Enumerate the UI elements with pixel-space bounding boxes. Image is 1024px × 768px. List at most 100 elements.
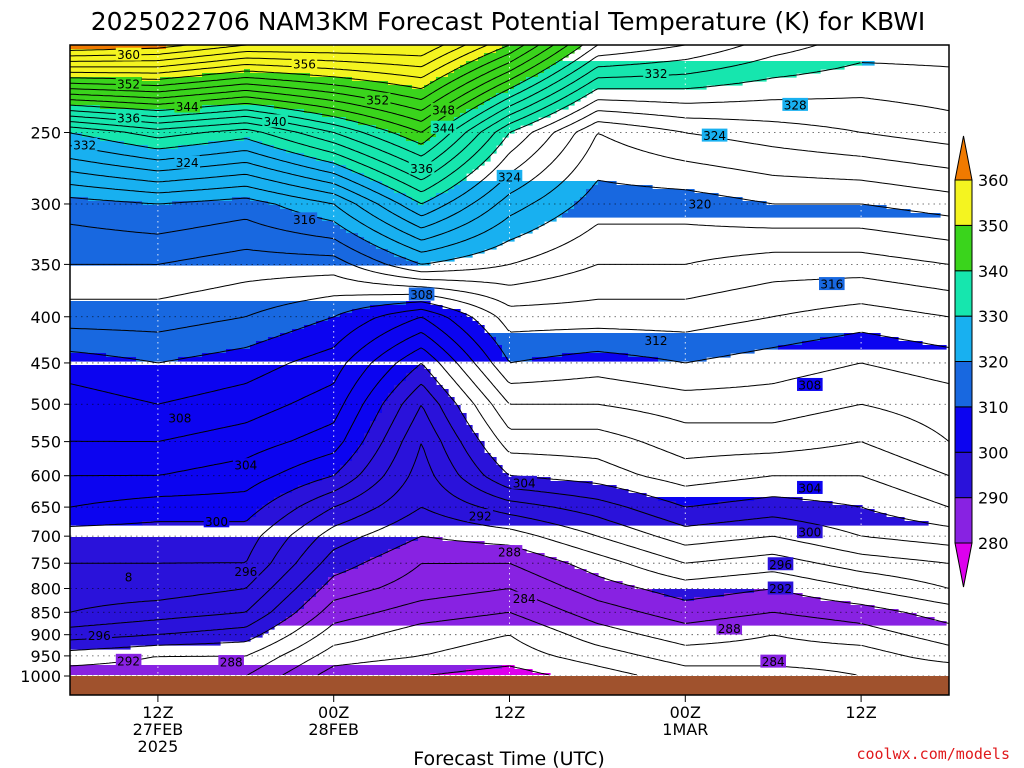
theta-cell — [304, 605, 875, 610]
theta-cell — [370, 429, 473, 434]
theta-cell — [328, 581, 623, 586]
contour-label: 8 — [125, 571, 133, 585]
colorbar-band — [954, 270, 973, 317]
theta-cell — [70, 341, 257, 346]
theta-cell — [328, 577, 605, 582]
theta-cell — [430, 137, 503, 142]
theta-cell — [70, 541, 407, 546]
theta-cell — [778, 345, 947, 350]
theta-cell — [70, 405, 383, 410]
contour-label: 316 — [293, 213, 316, 227]
contour-label: 288 — [718, 622, 741, 636]
theta-cell — [70, 617, 287, 622]
credit-link[interactable]: coolwx.com/models — [856, 745, 1010, 763]
theta-cell — [844, 333, 881, 338]
theta-cell — [724, 593, 803, 598]
theta-cell — [466, 669, 533, 674]
contour-346 — [70, 45, 540, 111]
theta-cell — [70, 125, 377, 130]
theta-cell — [136, 357, 179, 362]
theta-cell — [664, 593, 725, 598]
theta-cell — [310, 213, 563, 218]
theta-cell — [280, 621, 947, 626]
theta-cell — [286, 617, 935, 622]
y-tick-label: 300 — [30, 195, 61, 214]
theta-cell — [340, 225, 539, 230]
theta-cell — [448, 121, 533, 126]
contour-label-bg — [430, 102, 457, 116]
theta-cell — [382, 553, 545, 558]
theta-cell — [70, 205, 281, 210]
theta-cell — [334, 473, 509, 478]
theta-cell — [274, 145, 497, 150]
contour-296 — [70, 405, 949, 613]
theta-cell — [298, 609, 899, 614]
theta-cell — [70, 573, 335, 578]
colorbar-band — [954, 497, 973, 544]
contour-label-bg — [701, 128, 728, 142]
contour-label-bg — [408, 161, 435, 175]
theta-cell — [322, 113, 461, 118]
theta-cell — [394, 253, 473, 258]
contour-label: 352 — [366, 93, 389, 107]
theta-cell — [292, 209, 569, 214]
x-tick-label: 00Z — [670, 703, 701, 722]
contour-label: 356 — [293, 58, 316, 72]
theta-cell — [160, 77, 353, 82]
theta-cell — [406, 541, 485, 546]
contour-label-bg — [430, 120, 457, 134]
theta-cell — [418, 141, 425, 146]
contour-label-bg — [174, 99, 200, 113]
theta-cell — [370, 425, 473, 430]
theta-cell — [388, 549, 527, 554]
x-tick-label: 2025 — [138, 737, 179, 756]
theta-cell — [304, 601, 851, 606]
theta-cell — [70, 169, 353, 174]
theta-cell — [70, 645, 131, 650]
theta-cell — [418, 365, 425, 370]
theta-cell — [70, 445, 359, 450]
theta-cell — [586, 189, 695, 194]
theta-cell — [70, 401, 383, 406]
theta-cell — [166, 45, 503, 50]
theta-cell — [106, 353, 203, 358]
theta-cell — [70, 473, 335, 478]
theta-cell — [400, 545, 515, 550]
theta-cell — [694, 597, 821, 602]
theta-cell — [208, 141, 263, 146]
contour-label-bg — [174, 155, 200, 169]
contour-labels: 360 356 352 352 348 344 344 340 336 336 332 332 328 3… — [71, 47, 845, 670]
theta-cell — [268, 337, 497, 342]
theta-cell — [406, 257, 455, 262]
y-tick-label: 700 — [30, 527, 61, 546]
contour-312 — [70, 293, 949, 333]
theta-cell — [70, 609, 299, 614]
contour-298 — [70, 383, 949, 564]
contour-label: 292 — [117, 654, 140, 668]
theta-cell — [460, 65, 551, 70]
theta-cell — [580, 197, 743, 202]
theta-cell — [70, 481, 311, 486]
contour-310 — [70, 301, 949, 364]
contour-label-bg — [291, 57, 318, 71]
theta-cell — [466, 61, 557, 66]
contour-label-bg — [262, 114, 288, 128]
theta-cell — [70, 605, 305, 610]
contour-label-bg — [797, 377, 823, 391]
theta-cell — [70, 133, 83, 138]
theta-cell — [70, 425, 371, 430]
theta-cell — [280, 493, 647, 498]
theta-cell — [70, 221, 335, 226]
contour-label-bg — [115, 111, 142, 125]
x-tick-label: 00Z — [318, 703, 349, 722]
contour-label-bg — [643, 333, 669, 347]
contour-label: 300 — [798, 526, 821, 540]
theta-cell — [70, 629, 269, 634]
theta-cell — [418, 261, 431, 266]
contour-318 — [70, 218, 949, 273]
theta-cell — [70, 49, 497, 54]
theta-cell — [70, 497, 275, 502]
theta-cell — [400, 381, 437, 386]
theta-cell — [70, 81, 389, 86]
theta-cell — [256, 509, 875, 514]
